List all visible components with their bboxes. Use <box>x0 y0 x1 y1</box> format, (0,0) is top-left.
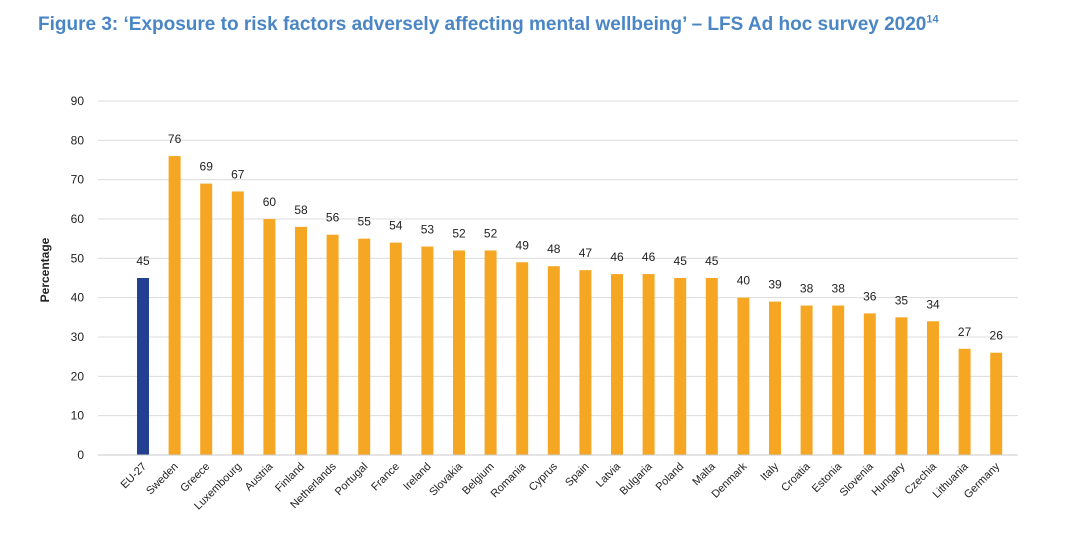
bar <box>358 238 371 455</box>
bar <box>263 219 276 455</box>
data-label: 38 <box>800 282 814 296</box>
x-tick-label: Slovenia <box>838 460 877 499</box>
data-label: 27 <box>958 325 972 339</box>
x-tick-label: Latvia <box>594 460 624 490</box>
y-tick-label: 50 <box>71 251 85 265</box>
title-footnote: 14 <box>926 13 939 26</box>
data-label: 36 <box>863 289 877 303</box>
bar <box>769 301 781 455</box>
bar <box>927 321 939 455</box>
x-tick-label: Denmark <box>709 460 749 500</box>
bar <box>800 305 813 455</box>
data-label: 67 <box>231 167 245 181</box>
chart-title: Figure 3: ‘Exposure to risk factors adve… <box>38 14 939 36</box>
x-tick-label: Slovakia <box>427 460 466 499</box>
data-label: 60 <box>263 195 277 209</box>
bar <box>421 246 434 455</box>
y-tick-label: 0 <box>77 448 84 462</box>
x-tick-label: Cyprus <box>527 460 560 493</box>
data-label: 49 <box>516 238 530 252</box>
data-label: 46 <box>642 250 656 264</box>
bar <box>737 297 750 455</box>
bar <box>453 250 465 455</box>
x-tick-label: Poland <box>654 461 687 494</box>
bar <box>484 250 497 455</box>
data-label: 45 <box>705 254 719 268</box>
bar <box>579 270 592 455</box>
data-label: 38 <box>832 282 846 296</box>
y-axis-title: Percentage <box>38 237 52 302</box>
y-tick-label: 70 <box>71 173 85 187</box>
data-label: 52 <box>484 226 498 240</box>
y-tick-label: 30 <box>71 330 85 344</box>
x-tick-label: Croatia <box>779 460 813 494</box>
bar <box>295 226 307 455</box>
bar <box>200 183 213 455</box>
bar <box>231 191 244 455</box>
data-label: 26 <box>990 329 1004 343</box>
x-tick-label: Spain <box>563 461 591 489</box>
data-label: 55 <box>358 215 372 229</box>
chart-title-text: Figure 3: ‘Exposure to risk factors adve… <box>38 14 927 35</box>
bar <box>895 317 908 455</box>
x-tick-label: France <box>369 461 402 494</box>
data-label: 46 <box>610 250 624 264</box>
bar <box>674 278 687 455</box>
y-tick-label: 40 <box>71 291 85 305</box>
bar <box>516 262 529 455</box>
data-label: 52 <box>452 226 466 240</box>
y-axis-ticks: 0 10 20 30 40 50 60 70 80 90 <box>71 94 85 462</box>
x-tick-label: Malta <box>690 460 718 488</box>
bar <box>389 242 402 455</box>
bars <box>137 156 1003 456</box>
y-tick-label: 10 <box>71 409 85 423</box>
bar <box>705 278 718 455</box>
data-label: 45 <box>674 254 688 268</box>
x-tick-label: Bulgaria <box>618 460 656 498</box>
data-label: 47 <box>579 246 593 260</box>
x-tick-label: Sweden <box>144 461 181 498</box>
bar <box>958 348 971 455</box>
x-axis-labels: EU-27SwedenGreeceLuxembourgAustriaFinlan… <box>119 460 1003 512</box>
data-label: 76 <box>168 132 182 146</box>
data-label: 40 <box>737 274 751 288</box>
x-tick-label: EU-27 <box>119 461 150 492</box>
x-tick-label: Portugal <box>333 461 370 498</box>
x-tick-label: Italy <box>758 460 781 483</box>
data-label: 48 <box>547 242 561 256</box>
bar <box>137 278 149 455</box>
bar <box>611 274 623 455</box>
data-labels: 45 76 69 67 60 58 56 55 54 53 52 52 49 48 47 46 46 45 45 40… <box>136 132 1003 343</box>
bar <box>547 266 560 455</box>
data-label: 69 <box>200 160 214 174</box>
bar <box>642 274 655 455</box>
data-label: 39 <box>768 278 782 292</box>
bar <box>168 156 181 456</box>
data-label: 58 <box>294 203 308 217</box>
bar <box>990 352 1003 455</box>
y-tick-label: 60 <box>71 212 85 226</box>
x-tick-label: Hungary <box>870 460 908 498</box>
y-tick-label: 90 <box>71 94 85 108</box>
data-label: 53 <box>421 223 435 237</box>
y-tick-label: 20 <box>71 369 85 383</box>
data-label: 45 <box>136 254 150 268</box>
data-label: 35 <box>895 293 909 307</box>
data-label: 56 <box>326 211 340 225</box>
x-tick-label: Romania <box>489 460 529 500</box>
bar <box>832 305 845 455</box>
y-tick-label: 80 <box>71 133 85 147</box>
data-label: 34 <box>926 297 940 311</box>
bar <box>863 313 876 455</box>
bar <box>326 234 339 455</box>
x-tick-label: Austria <box>243 460 276 493</box>
data-label: 54 <box>389 219 403 233</box>
